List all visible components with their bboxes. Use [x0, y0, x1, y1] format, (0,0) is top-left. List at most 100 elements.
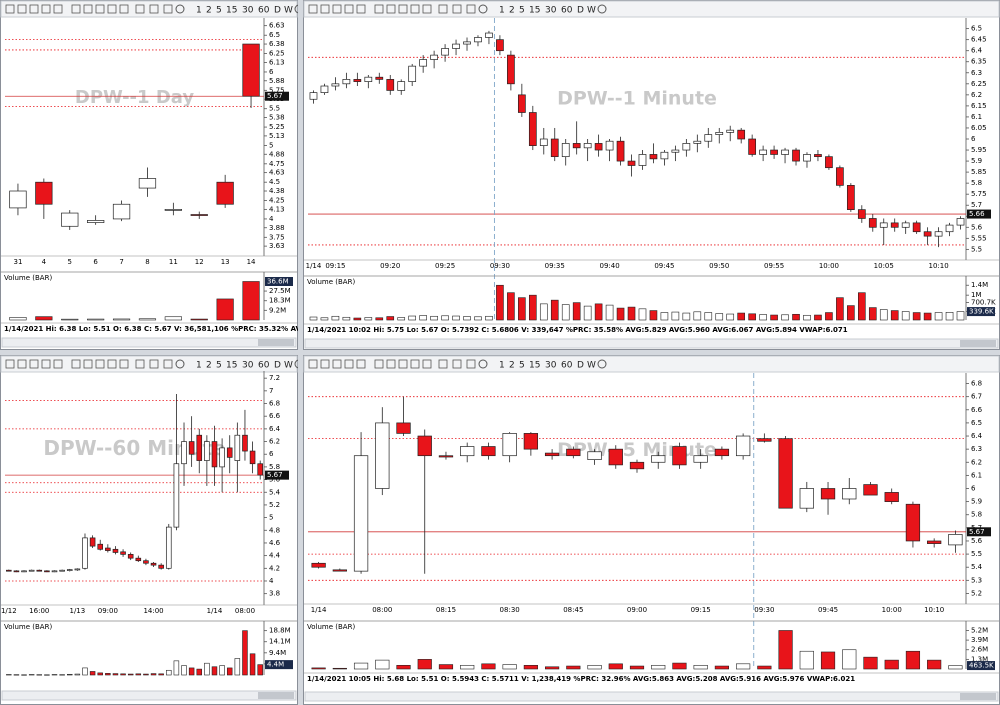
toolbar-icon[interactable]	[422, 4, 432, 14]
close-chart-button[interactable]	[294, 4, 303, 14]
toolbar-icon[interactable]	[163, 359, 173, 369]
toolbar-icon[interactable]	[386, 4, 396, 14]
toolbar-icon[interactable]	[53, 4, 63, 14]
toolbar-icon[interactable]	[17, 4, 27, 14]
timeframe-button[interactable]: 15	[529, 6, 540, 16]
toolbar-icon[interactable]	[53, 359, 63, 369]
timeframe-button[interactable]: 30	[242, 361, 254, 371]
timeframe-button[interactable]: 15	[226, 6, 237, 16]
timeframe-button[interactable]: 1	[196, 6, 202, 16]
toolbar-icon[interactable]	[478, 359, 488, 369]
toolbar-icon[interactable]	[71, 359, 81, 369]
toolbar-icon[interactable]	[5, 4, 15, 14]
toolbar-icon[interactable]	[344, 359, 354, 369]
scrollbar-track[interactable]	[1, 337, 297, 348]
toolbar-icon[interactable]	[95, 359, 105, 369]
toolbar-icon[interactable]	[410, 4, 420, 14]
timeframe-button[interactable]: 60	[561, 361, 573, 371]
toolbar-icon[interactable]	[308, 4, 318, 14]
toolbar-icon[interactable]	[344, 4, 354, 14]
close-chart-button[interactable]	[294, 359, 303, 369]
toolbar-icon[interactable]	[478, 4, 488, 14]
toolbar-icon[interactable]	[422, 359, 432, 369]
toolbar-icon[interactable]	[438, 359, 448, 369]
toolbar-icon[interactable]	[308, 359, 318, 369]
timeframe-button[interactable]: 30	[545, 361, 557, 371]
toolbar-icon[interactable]	[107, 359, 117, 369]
scrollbar-thumb[interactable]	[960, 340, 996, 347]
toolbar-icon[interactable]	[149, 4, 159, 14]
toolbar-icon[interactable]	[320, 359, 330, 369]
timeframe-button[interactable]: 15	[529, 361, 540, 371]
toolbar-icon[interactable]	[41, 4, 51, 14]
scrollbar-thumb[interactable]	[258, 339, 294, 346]
timeframe-button[interactable]: D	[577, 361, 584, 371]
timeframe-button[interactable]: D	[577, 6, 584, 16]
toolbar-icon[interactable]	[17, 359, 27, 369]
toolbar-icon[interactable]	[398, 359, 408, 369]
timeframe-button[interactable]: 2	[206, 361, 212, 371]
timeframe-button[interactable]: 60	[561, 6, 573, 16]
timeframe-button[interactable]: W	[587, 361, 596, 371]
timeframe-button[interactable]: 30	[242, 6, 254, 16]
timeframe-button[interactable]: W	[284, 6, 293, 16]
toolbar-icon[interactable]	[332, 4, 342, 14]
toolbar-icon[interactable]	[119, 4, 129, 14]
timeframe-button[interactable]: 2	[509, 6, 515, 16]
toolbar-icon[interactable]	[332, 359, 342, 369]
toolbar-icon[interactable]	[83, 359, 93, 369]
toolbar-icon[interactable]	[71, 4, 81, 14]
timeframe-button[interactable]: D	[274, 6, 281, 16]
toolbar-icon[interactable]	[41, 359, 51, 369]
close-chart-button[interactable]	[597, 359, 607, 369]
timeframe-button[interactable]: 1	[499, 361, 505, 371]
scrollbar-thumb[interactable]	[258, 692, 294, 699]
toolbar-icon[interactable]	[466, 4, 476, 14]
toolbar-icon[interactable]	[320, 4, 330, 14]
toolbar-icon[interactable]	[29, 359, 39, 369]
timeframe-button[interactable]: 2	[206, 6, 212, 16]
toolbar-icon[interactable]	[452, 4, 462, 14]
scrollbar-track[interactable]	[1, 690, 297, 701]
toolbar-icon[interactable]	[149, 359, 159, 369]
timeframe-button[interactable]: 60	[258, 6, 270, 16]
toolbar-icon[interactable]	[107, 4, 117, 14]
toolbar-icon[interactable]	[410, 359, 420, 369]
close-chart-button[interactable]	[597, 4, 607, 14]
timeframe-button[interactable]: 30	[545, 6, 557, 16]
toolbar-icon[interactable]	[5, 359, 15, 369]
timeframe-button[interactable]: D	[274, 361, 281, 371]
toolbar-icon[interactable]	[175, 4, 185, 14]
timeframe-button[interactable]: 5	[216, 6, 222, 16]
toolbar-icon[interactable]	[356, 4, 366, 14]
scrollbar-thumb[interactable]	[960, 693, 996, 700]
toolbar-icon[interactable]	[135, 359, 145, 369]
toolbar-icon[interactable]	[374, 4, 384, 14]
toolbar-icon[interactable]	[438, 4, 448, 14]
toolbar-icon[interactable]	[95, 4, 105, 14]
timeframe-button[interactable]: W	[587, 6, 596, 16]
timeframe-button[interactable]: 5	[519, 6, 525, 16]
toolbar-icon[interactable]	[83, 4, 93, 14]
timeframe-button[interactable]: 5	[216, 361, 222, 371]
toolbar-icon[interactable]	[452, 359, 462, 369]
toolbar-icon[interactable]	[374, 359, 384, 369]
timeframe-button[interactable]: W	[284, 361, 293, 371]
timeframe-button[interactable]: 1	[196, 361, 202, 371]
toolbar-icon[interactable]	[386, 359, 396, 369]
toolbar-icon[interactable]	[356, 359, 366, 369]
timeframe-button[interactable]: 2	[509, 361, 515, 371]
scrollbar-track[interactable]	[304, 338, 999, 349]
toolbar-icon[interactable]	[398, 4, 408, 14]
timeframe-button[interactable]: 1	[499, 6, 505, 16]
scrollbar-track[interactable]	[304, 691, 999, 702]
toolbar-icon[interactable]	[135, 4, 145, 14]
toolbar-icon[interactable]	[29, 4, 39, 14]
toolbar-icon[interactable]	[163, 4, 173, 14]
toolbar-icon[interactable]	[119, 359, 129, 369]
timeframe-button[interactable]: 5	[519, 361, 525, 371]
timeframe-button[interactable]: 60	[258, 361, 270, 371]
toolbar-icon[interactable]	[175, 359, 185, 369]
timeframe-button[interactable]: 15	[226, 361, 237, 371]
toolbar-icon[interactable]	[466, 359, 476, 369]
